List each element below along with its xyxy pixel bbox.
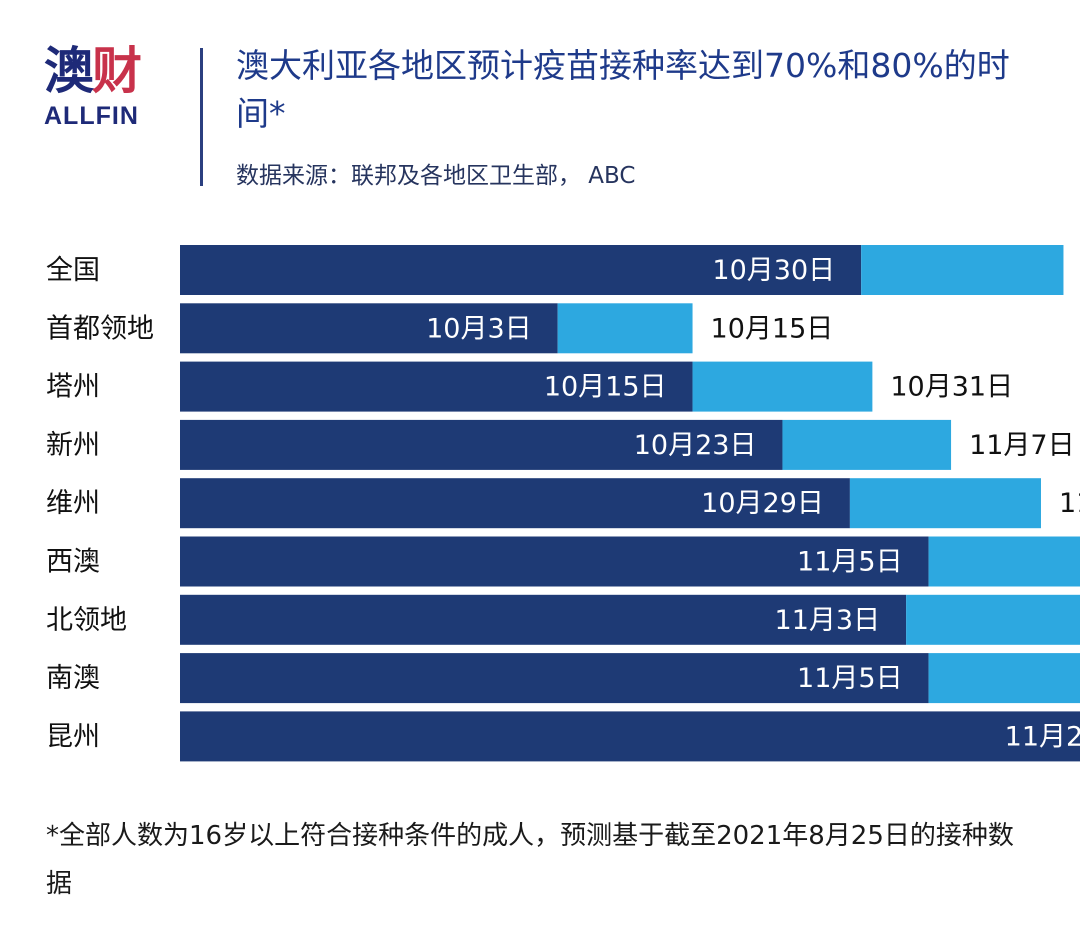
bar-70pct [180, 361, 693, 412]
bar-80pct [928, 653, 1080, 704]
data-label-80pct: 11月7日 [969, 430, 1075, 461]
data-label-70pct: 11月3日 [775, 605, 881, 636]
bar-80pct [861, 245, 1064, 295]
bar-80pct [928, 536, 1080, 587]
bar-70pct [180, 303, 558, 354]
data-label-70pct: 10月15日 [544, 372, 667, 403]
data-label-80pct: 11月15日 [1059, 488, 1080, 519]
category-label: 新州 [46, 430, 100, 461]
category-label: 西澳 [46, 547, 100, 578]
chart-title: 澳大利亚各地区预计疫苗接种率达到70%和80%的时间* [236, 46, 1010, 133]
bar-80pct [849, 478, 1041, 529]
category-label: 北领地 [46, 605, 127, 636]
bar-70pct [180, 536, 929, 587]
bar-70pct [180, 653, 929, 704]
logo: 澳财 ALLFIN [44, 42, 160, 131]
bar-80pct [906, 594, 1080, 645]
category-label: 塔州 [46, 372, 100, 403]
data-label-70pct: 10月3日 [426, 313, 532, 344]
footnote: *全部人数为16岁以上符合接种条件的成人，预测基于截至2021年8月25日的接种… [46, 821, 1014, 899]
data-label-70pct: 10月30日 [712, 255, 835, 286]
data-label-70pct: 10月29日 [701, 488, 824, 519]
bar-80pct [782, 419, 952, 470]
bar-80pct [557, 303, 693, 354]
data-label-80pct: 10月15日 [711, 313, 834, 344]
bar-70pct [180, 419, 783, 470]
category-label: 维州 [46, 488, 100, 519]
logo-cn-accent: 财 [92, 42, 142, 100]
bar-70pct [180, 478, 850, 529]
category-label: 全国 [46, 255, 100, 286]
category-label: 首都领地 [46, 313, 154, 344]
header-divider [200, 48, 203, 186]
bar-chart: 全国10月30日11月17日首都领地10月3日10月15日塔州10月15日10月… [46, 245, 1080, 762]
bar-80pct [692, 361, 873, 412]
data-label-70pct: 11月5日 [797, 663, 903, 694]
chart-source: 数据来源：联邦及各地区卫生部， ABC [236, 163, 636, 189]
category-label: 南澳 [46, 663, 100, 694]
logo-cn-main: 澳 [44, 42, 94, 100]
data-label-80pct: 10月31日 [890, 372, 1013, 403]
data-label-70pct: 11月25日 [1005, 721, 1080, 752]
bar-70pct [180, 594, 907, 645]
category-label: 昆州 [46, 721, 100, 752]
data-label-70pct: 11月5日 [797, 547, 903, 578]
logo-cn: 澳财 [44, 42, 160, 100]
data-label-70pct: 10月23日 [634, 430, 757, 461]
logo-en: ALLFIN [44, 102, 139, 130]
bar-70pct [180, 245, 862, 295]
bar-70pct [180, 711, 1080, 762]
